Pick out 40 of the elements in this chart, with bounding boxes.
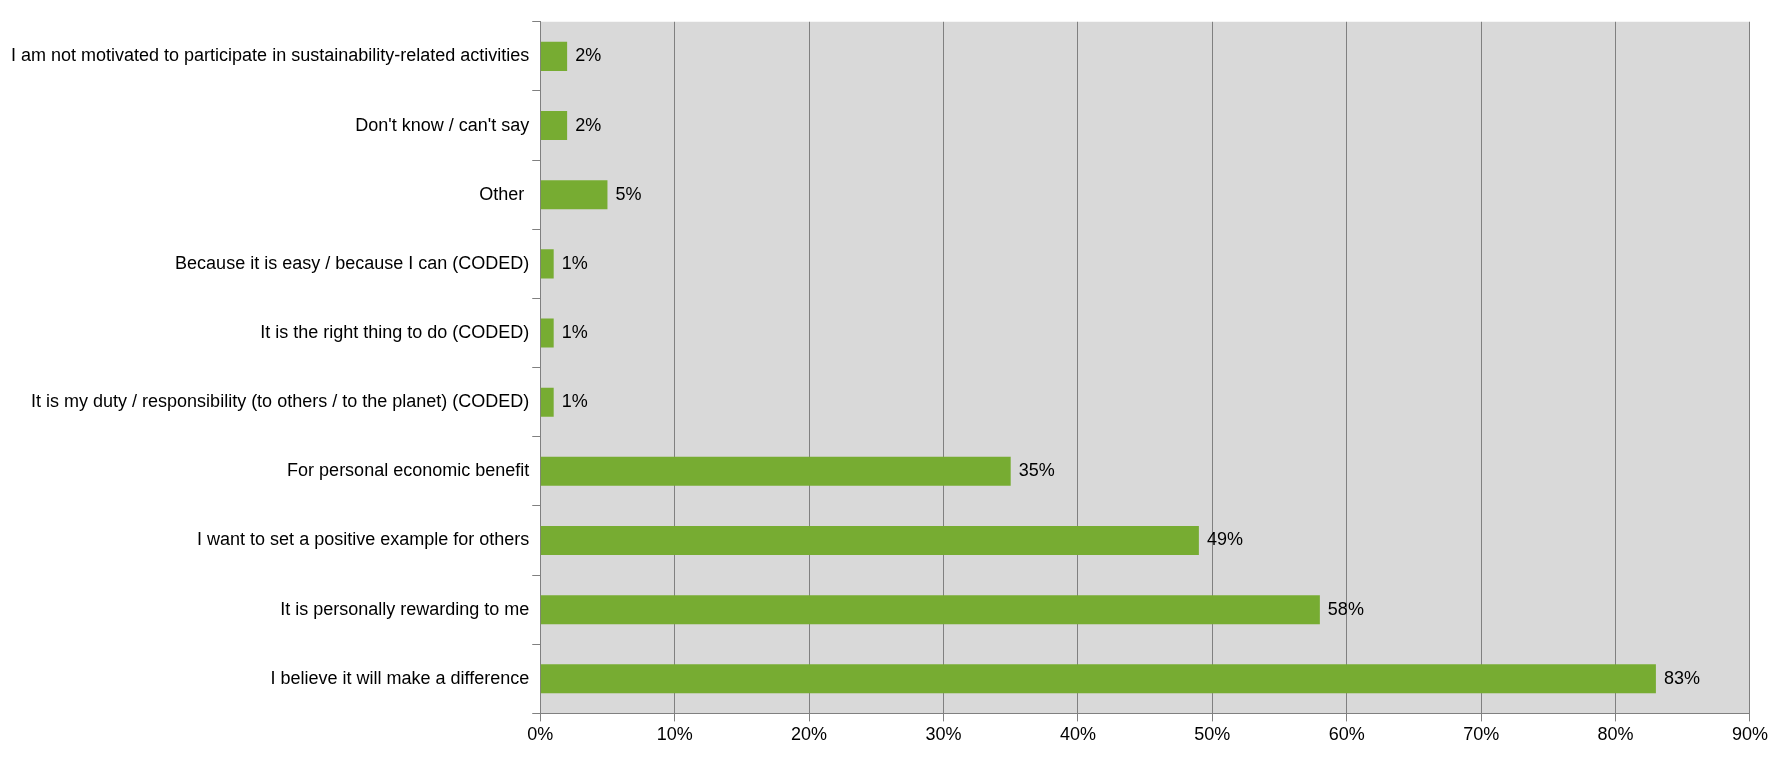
bar	[540, 180, 608, 210]
x-tick-label: 10%	[656, 724, 693, 745]
data-label: 35%	[1018, 460, 1055, 481]
y-tick-label: It is personally rewarding to me	[280, 598, 530, 619]
x-tick-label: 80%	[1597, 724, 1634, 745]
data-label: 1%	[561, 391, 588, 412]
y-tick-label: For personal economic benefit	[287, 460, 530, 481]
y-tick-label: I believe it will make a difference	[270, 667, 530, 688]
x-tick-label: 70%	[1463, 724, 1500, 745]
x-tick-label: 90%	[1731, 724, 1768, 745]
bar	[540, 664, 1656, 694]
data-label: 2%	[575, 45, 602, 66]
x-tick-label: 40%	[1059, 724, 1096, 745]
data-label: 1%	[561, 321, 588, 342]
bar	[540, 456, 1011, 486]
data-label: 5%	[615, 183, 642, 204]
y-tick-label: Because it is easy / because I can (CODED)	[175, 252, 530, 273]
bar	[540, 387, 554, 417]
bar	[540, 111, 568, 141]
y-tick-label: It is my duty / responsibility (to others / to the planet) (CODED)	[31, 391, 530, 412]
y-tick-label: Other	[479, 183, 530, 204]
bar	[540, 525, 1199, 556]
bar	[540, 249, 554, 279]
bar	[540, 318, 554, 348]
x-tick-label: 50%	[1194, 724, 1231, 745]
y-tick-label: Don't know / can't say	[355, 114, 530, 135]
data-label: 83%	[1663, 667, 1700, 688]
data-label: 2%	[575, 114, 602, 135]
y-tick-label: I am not motivated to participate in sustainability-related activities	[11, 45, 530, 66]
y-tick-label: It is the right thing to do (CODED)	[260, 321, 530, 342]
x-tick-label: 0%	[527, 724, 554, 745]
data-label: 58%	[1327, 598, 1364, 619]
bar	[540, 41, 568, 71]
bar	[540, 595, 1320, 625]
data-label: 1%	[561, 252, 588, 273]
y-tick-label: I want to set a positive example for others	[197, 529, 530, 550]
x-tick-label: 20%	[791, 724, 828, 745]
data-label: 49%	[1206, 529, 1243, 550]
x-tick-label: 60%	[1328, 724, 1365, 745]
x-tick-label: 30%	[925, 724, 962, 745]
